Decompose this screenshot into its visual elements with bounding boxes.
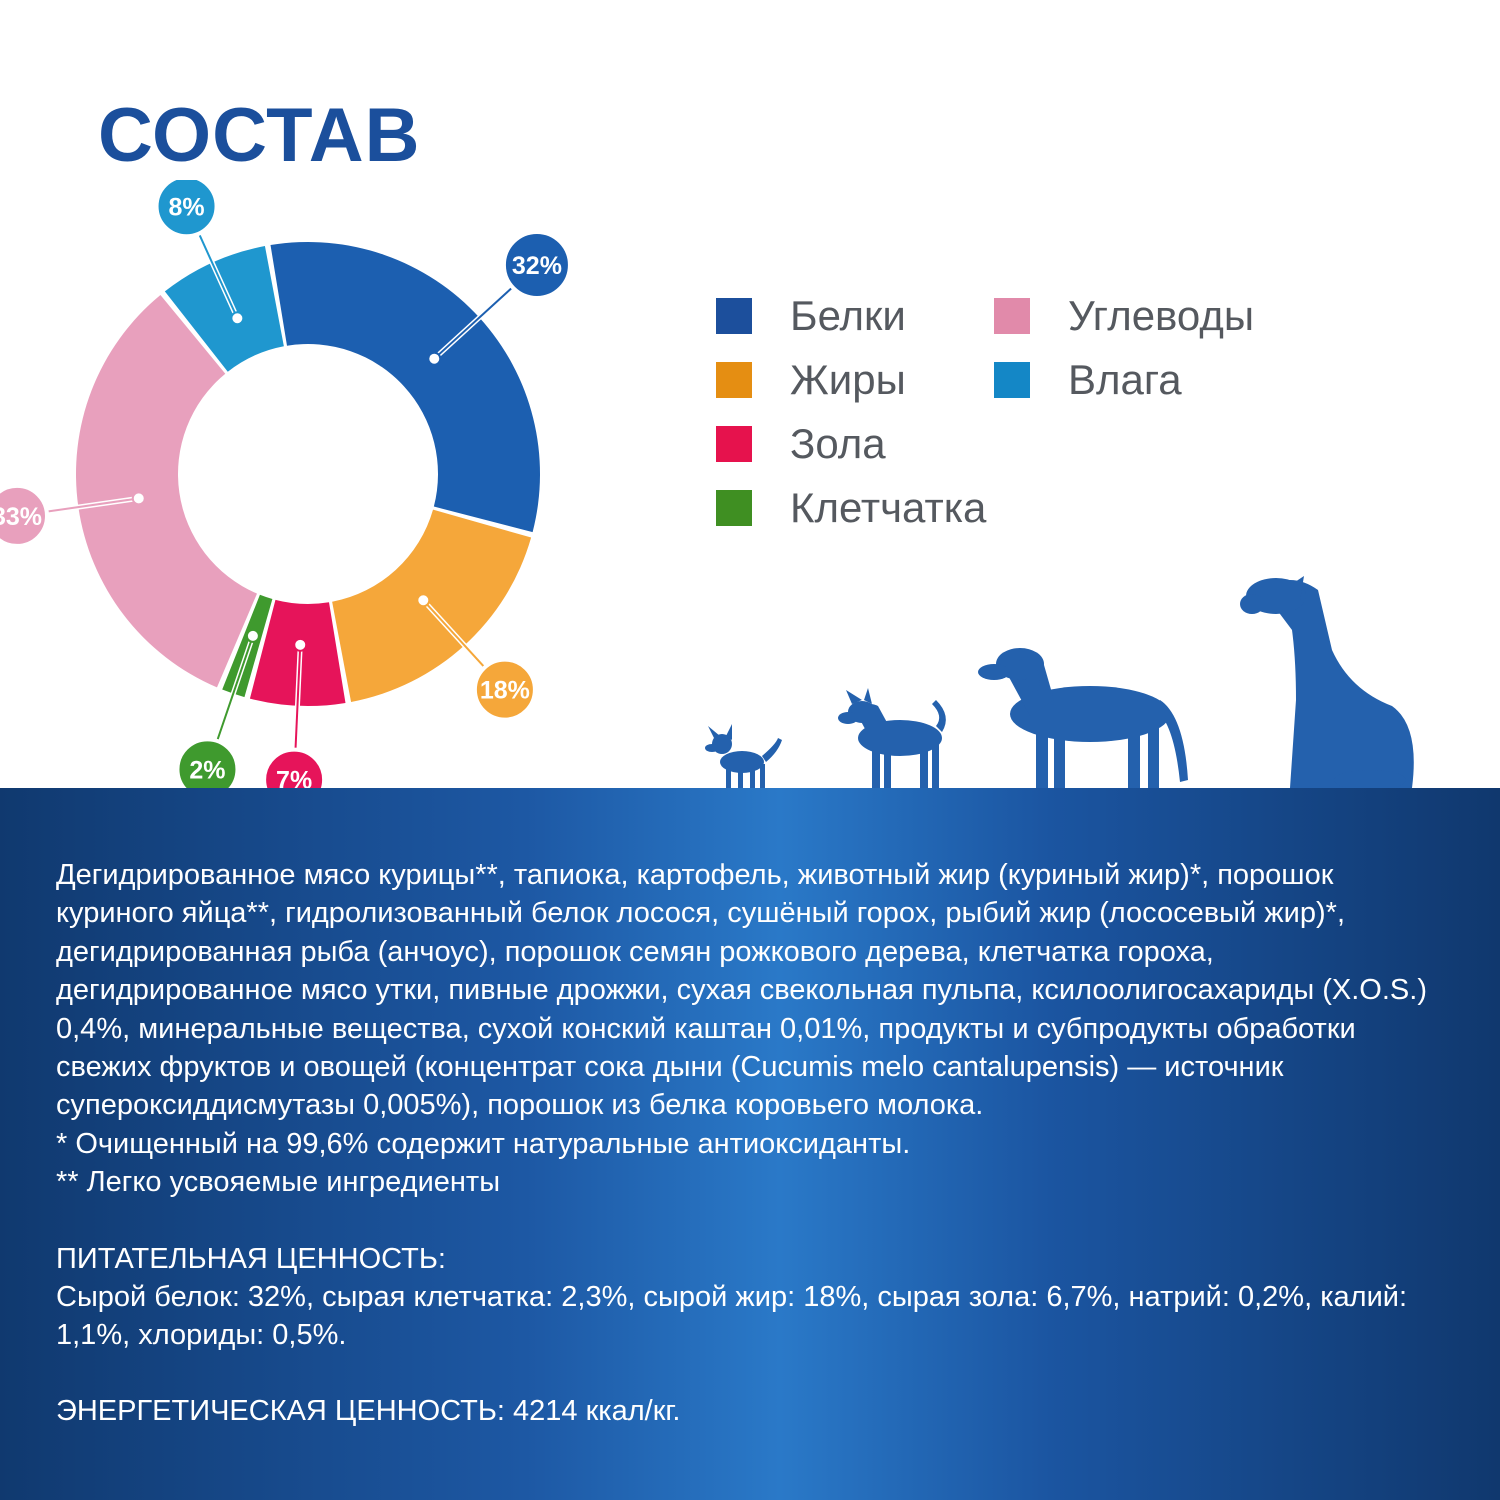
legend-label-ash: Зола [790,420,886,467]
ingredients-text: Дегидрированное мясо курицы**, тапиока, … [56,856,1456,1202]
legend-swatch-fat [716,362,752,398]
callout-line-inner-ash [294,644,302,750]
callout-anchor-protein [427,351,442,366]
nutrition-text: Сырой белок: 32%, сырая клетчатка: 2,3%,… [56,1281,1408,1352]
data-label-fat: 18% [480,677,530,705]
donut-slice-protein [270,242,540,533]
chart-legend: Белки Жиры Зола Клетчатка Углеводы Влага [716,292,1336,542]
page-title: СОСТАВ [98,93,421,178]
legend-label-moisture: Влага [1068,356,1182,403]
callout-line-inner-fat [422,599,486,669]
callout-line-inner-carbs [46,497,139,513]
callout-anchor-carbs [131,491,146,506]
energy-value: ЭНЕРГЕТИЧЕСКАЯ ЦЕННОСТЬ: 4214 ккал/кг. [56,1395,681,1427]
data-label-carbs: 33% [0,503,42,531]
data-label-bubble-fat [472,657,537,722]
data-label-protein: 32% [512,252,562,280]
legend-item-carbs: Углеводы [994,292,1254,340]
data-label-bubble-ash [262,747,327,800]
donut-chart: 32%18%7%2%33%8% [0,180,572,800]
legend-item-moisture: Влага [994,356,1182,404]
data-label-bubble-protein [501,229,572,300]
dog-silhouette-great-dane [1240,576,1414,790]
dog-silhouette-terrier [838,688,946,788]
donut-slices [76,242,540,706]
legend-item-ash: Зола [716,420,886,468]
dog-silhouette-pointer [978,648,1188,788]
data-label-moisture: 8% [168,193,204,221]
ingredients-body: Дегидрированное мясо курицы**, тапиока, … [56,859,1427,1122]
legend-item-protein: Белки [716,292,906,340]
footnote-antioxidants: * Очищенный на 99,6% содержит натуральны… [56,1127,911,1160]
legend-label-protein: Белки [790,292,906,339]
legend-label-fiber: Клетчатка [790,484,987,531]
legend-swatch-protein [716,298,752,334]
data-label-bubble-moisture [154,180,219,239]
legend-swatch-carbs [994,298,1030,334]
nutrition-heading: ПИТАТЕЛЬНАЯ ЦЕННОСТЬ: [56,1243,446,1275]
dog-silhouette-chihuahua [705,724,782,788]
donut-slice-carbs [76,294,257,688]
legend-item-fiber: Клетчатка [716,484,986,532]
legend-label-carbs: Углеводы [1068,292,1255,339]
dog-silhouettes [705,576,1414,790]
callout-anchor-moisture [230,311,245,326]
legend-swatch-moisture [994,362,1030,398]
callout-line-inner-moisture [198,233,239,319]
legend-item-fat: Жиры [716,356,906,404]
callout-line-inner-fiber [216,635,254,742]
data-label-bubble-carbs [0,483,49,548]
data-label-fiber: 2% [189,756,225,784]
composition-panel: Дегидрированное мясо курицы**, тапиока, … [0,788,1500,1500]
footnote-digestible: ** Легко усвояемые ингредиенты [56,1166,501,1199]
callout-anchor-ash [293,637,308,652]
donut-slice-moisture [164,246,284,372]
legend-label-fat: Жиры [790,356,906,403]
legend-swatch-ash [716,426,752,462]
callout-anchor-fat [416,593,431,608]
legend-swatch-fiber [716,490,752,526]
callout-anchor-fiber [245,628,260,643]
callout-line-inner-protein [433,286,514,360]
